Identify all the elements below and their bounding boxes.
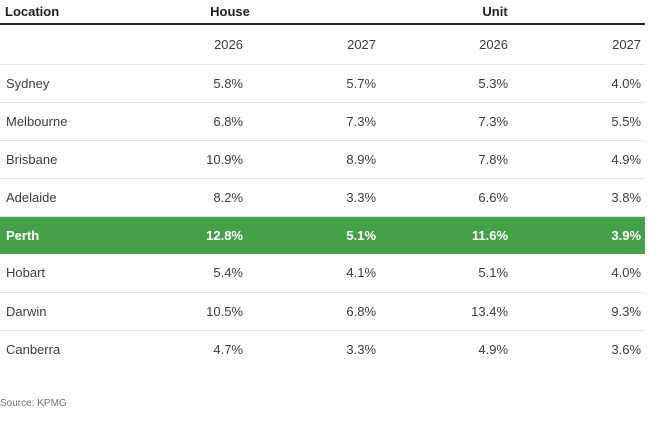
row-value-cell: 12.8% [115, 216, 247, 254]
row-value-cell: 6.6% [380, 178, 513, 217]
row-value-cell: 6.8% [115, 102, 247, 141]
row-value-cell: 6.8% [247, 292, 381, 331]
price-forecast-table: Location House Unit 2026 2027 2026 2027 … [0, 0, 646, 368]
row-value-cell: 5.3% [380, 64, 513, 103]
table-row: Sydney 5.8% 5.7% 5.3% 4.0% [0, 64, 646, 103]
row-value-cell: 5.1% [380, 254, 513, 293]
row-location-label: Canberra [6, 341, 61, 357]
row-value-cell: 3.8% [512, 178, 646, 217]
row-value-cell: 4.9% [478, 341, 509, 357]
row-value-cell: 8.2% [115, 178, 247, 217]
table-header: Location House Unit 2026 2027 2026 2027 [0, 0, 646, 65]
row-value-cell: 5.4% [115, 254, 247, 293]
row-value-cell: 4.0% [512, 254, 646, 293]
row-location-label: Melbourne [0, 102, 115, 141]
table-row: Brisbane 10.9% 8.9% 7.8% 4.9% [0, 140, 646, 179]
row-value-cell: 4.1% [247, 254, 381, 293]
row-value-cell: 4.7% [213, 341, 243, 357]
year-header-row: 2026 2027 2026 2027 [0, 24, 646, 65]
table-row: Hobart 5.4% 4.1% 5.1% 4.0% [0, 254, 646, 293]
row-value-cell: 5.5% [512, 102, 646, 141]
row-value-cell: 3.6% [611, 341, 642, 357]
year-header-spacer [0, 24, 115, 65]
row-location-label: Sydney [0, 64, 115, 103]
row-value-cell: 7.3% [247, 102, 381, 141]
row-location-label: Darwin [0, 292, 115, 331]
row-value-cell: 3.3% [346, 341, 377, 357]
table-row: Perth 12.8% 5.1% 11.6% 3.9% [0, 216, 646, 254]
row-value-cell: 5.8% [115, 64, 247, 103]
row-value-cell: 7.8% [380, 140, 513, 179]
row-value-cell: 9.3% [512, 292, 646, 331]
row-value-cell: 3.9% [512, 216, 646, 254]
table-row: Darwin 10.5% 6.8% 13.4% 9.3% [0, 292, 646, 331]
row-value-cell: 10.5% [115, 292, 247, 331]
row-location-label: Brisbane [0, 140, 115, 179]
group-header-row: Location House Unit [0, 0, 646, 25]
row-value-cell: 4.0% [512, 64, 646, 103]
unit-2026-header: 2026 [380, 24, 513, 65]
table-body: Sydney 5.8% 5.7% 5.3% 4.0% Melbourne 6.8% 7.3% 7… [0, 64, 646, 368]
row-location-label: Adelaide [0, 178, 115, 217]
row-value-cell: 5.1% [247, 216, 381, 254]
row-value-cell: 13.4% [380, 292, 513, 331]
row-value-cell: 8.9% [247, 140, 381, 179]
house-2026-header: 2026 [115, 24, 247, 65]
source-attribution: Source: KPMG [0, 398, 67, 409]
row-value-cell: 3.3% [247, 178, 381, 217]
house-2027-header: 2027 [247, 24, 381, 65]
row-location-label: Hobart [0, 254, 115, 293]
unit-2027-header: 2027 [512, 24, 646, 65]
row-value-cell: 5.7% [247, 64, 381, 103]
row-value-cell: 4.9% [512, 140, 646, 179]
table-row: Adelaide 8.2% 3.3% 6.6% 3.8% [0, 178, 646, 217]
location-column-header: Location [0, 0, 115, 25]
house-group-header: House [115, 0, 381, 25]
table-row: Melbourne 6.8% 7.3% 7.3% 5.5% [0, 102, 646, 141]
unit-group-header: Unit [380, 0, 646, 25]
row-value-cell: 10.9% [115, 140, 247, 179]
row-value-cell: 7.3% [380, 102, 513, 141]
table-row: Canberra 4.7% 3.3% 4.9% 3.6% [0, 330, 645, 368]
row-location-label: Perth [0, 216, 115, 254]
row-value-cell: 11.6% [380, 216, 513, 254]
